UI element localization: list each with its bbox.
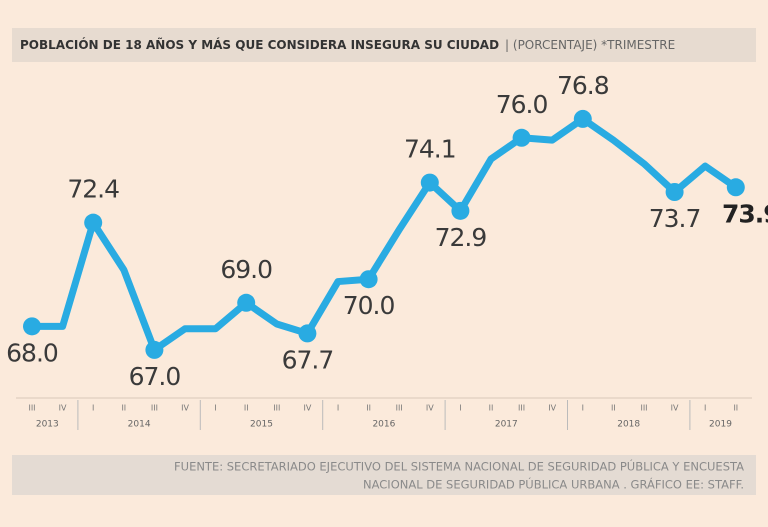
x-tick-label: II <box>366 404 371 413</box>
value-label: 72.9 <box>435 223 487 252</box>
x-tick-label: I <box>214 404 216 413</box>
year-label: 2014 <box>128 420 151 430</box>
x-tick-label: II <box>489 404 494 413</box>
value-label: 67.7 <box>282 345 334 374</box>
value-label: 73.9 <box>722 199 768 228</box>
x-tick-label: I <box>704 404 706 413</box>
data-point <box>23 317 41 336</box>
x-tick-label: I <box>582 404 584 413</box>
x-tick-label: II <box>611 404 616 413</box>
year-label: 2018 <box>617 420 640 430</box>
value-label: 68.0 <box>6 338 58 367</box>
x-tick-label: I <box>92 404 94 413</box>
title-band <box>12 28 756 62</box>
data-point <box>420 173 439 192</box>
year-label: 2016 <box>372 420 395 430</box>
data-line <box>28 115 740 354</box>
data-point <box>512 128 531 147</box>
title: POBLACIÓN DE 18 AÑOS Y MÁS QUE CONSIDERA… <box>20 37 499 52</box>
value-label: 76.8 <box>557 71 609 100</box>
chart-title: POBLACIÓN DE 18 AÑOS Y MÁS QUE CONSIDERA… <box>20 37 675 52</box>
x-tick-label: I <box>337 404 339 413</box>
data-point <box>359 270 378 289</box>
data-point <box>573 109 592 128</box>
x-tick-label: III <box>640 404 647 413</box>
x-tick-label: IV <box>59 404 67 413</box>
x-tick-label: II <box>244 404 249 413</box>
x-tick-label: III <box>273 404 280 413</box>
subtitle: | (PORCENTAJE) *TRIMESTRE <box>505 38 675 52</box>
data-point <box>237 293 256 312</box>
value-label: 72.4 <box>67 175 119 204</box>
value-label: 70.0 <box>343 291 395 320</box>
value-label: 67.0 <box>129 362 181 391</box>
data-point <box>145 340 164 359</box>
value-label: 74.1 <box>404 135 456 164</box>
year-label: 2019 <box>709 420 732 430</box>
source-note: NACIONAL DE SEGURIDAD PÚBLICA URBANA . G… <box>363 477 744 492</box>
x-tick-label: III <box>151 404 158 413</box>
year-label: 2017 <box>495 420 518 430</box>
data-point <box>665 183 684 201</box>
x-tick-label: II <box>733 404 738 413</box>
year-label: 2013 <box>36 420 59 430</box>
x-tick-label: IV <box>303 404 311 413</box>
x-tick-label: IV <box>426 404 434 413</box>
x-tick-label: III <box>518 404 525 413</box>
x-tick-label: IV <box>671 404 679 413</box>
x-tick-label: I <box>459 404 461 413</box>
data-point <box>726 178 745 197</box>
value-label: 69.0 <box>220 255 272 284</box>
data-point <box>298 324 317 343</box>
source-band <box>12 455 756 495</box>
x-tick-label: III <box>396 404 403 413</box>
data-point <box>451 201 470 220</box>
year-label: 2015 <box>250 420 273 430</box>
x-tick-label: II <box>121 404 126 413</box>
source-note: FUENTE: SECRETARIADO EJECUTIVO DEL SISTE… <box>174 459 744 474</box>
x-tick-label: III <box>28 404 35 413</box>
x-tick-label: IV <box>548 404 556 413</box>
data-point <box>84 213 103 232</box>
x-tick-label: IV <box>181 404 189 413</box>
value-label: 76.0 <box>496 90 548 119</box>
value-label: 73.7 <box>649 204 701 233</box>
